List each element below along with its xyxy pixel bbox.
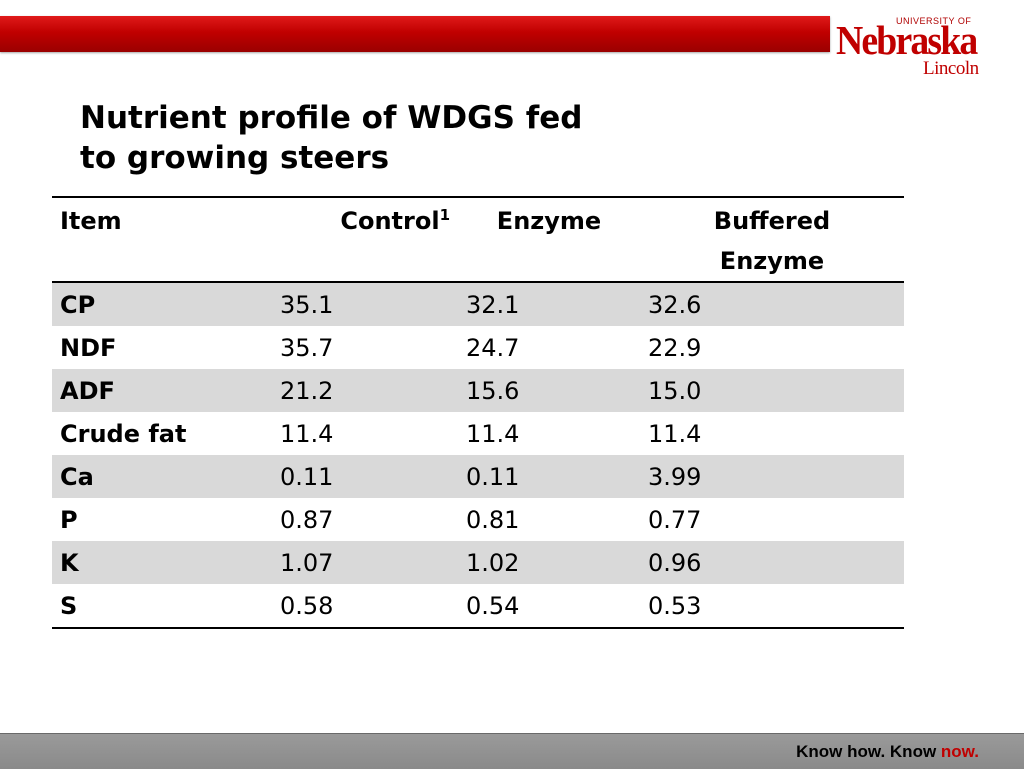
item-cell: ADF: [52, 369, 272, 412]
buffered-enzyme-value-cell: 11.4: [648, 419, 702, 448]
buffered-enzyme-value-cell: 32.6: [640, 282, 904, 326]
header-buffered-line-1: Buffered: [713, 207, 831, 235]
header-control-footnote: 1: [439, 206, 450, 224]
enzyme-value-cell: 0.81: [466, 505, 520, 534]
table-row: S 0.58 0.54 0.53: [52, 584, 904, 628]
control-value-cell: 0.11: [272, 455, 458, 498]
table-row: P 0.87 0.81 0.77: [52, 498, 904, 541]
title-line-2: to growing steers: [80, 140, 390, 176]
item-cell: K: [52, 541, 272, 584]
enzyme-value-cell: 0.54: [466, 591, 520, 620]
table-row: CP 35.1 32.1 32.6: [52, 282, 904, 326]
enzyme-value-cell: 32.1: [458, 282, 640, 326]
control-value-cell: 35.1: [272, 282, 458, 326]
header-control: Control1: [272, 197, 458, 282]
buffered-enzyme-value-cell: 3.99: [640, 455, 904, 498]
slide-title: Nutrient profile of WDGS fed to growing …: [80, 98, 680, 178]
logo-campus-text: Lincoln: [923, 58, 979, 79]
item-cell: P: [60, 505, 78, 534]
nutrient-table: Item Control1 Enzyme Buffered Enzyme CP 35…: [52, 196, 904, 629]
header-buffered-line-2: Enzyme: [719, 247, 825, 275]
enzyme-value-cell: 0.11: [458, 455, 640, 498]
control-value-cell: 35.7: [280, 333, 334, 362]
table-row: Ca 0.11 0.11 3.99: [52, 455, 904, 498]
table-row: Crude fat 11.4 11.4 11.4: [52, 412, 904, 455]
title-line-1: Nutrient profile of WDGS fed: [80, 100, 583, 136]
table-row: NDF 35.7 24.7 22.9: [52, 326, 904, 369]
control-value-cell: 0.58: [280, 591, 334, 620]
university-logo: UNIVERSITY OF Nebraska Lincoln: [836, 14, 986, 80]
header-buffered-enzyme: Buffered Enzyme: [640, 197, 904, 282]
tagline-main: Know how. Know: [796, 742, 941, 761]
buffered-enzyme-value-cell: 0.53: [648, 591, 702, 620]
logo-university-text: UNIVERSITY OF: [896, 16, 972, 26]
tagline-accent: now.: [940, 742, 979, 761]
header-item: Item: [60, 207, 122, 235]
header-control-label: Control: [340, 207, 440, 235]
item-cell: Crude fat: [60, 419, 187, 448]
item-cell: Ca: [52, 455, 272, 498]
buffered-enzyme-value-cell: 15.0: [640, 369, 904, 412]
item-cell: S: [60, 591, 78, 620]
table-row: K 1.07 1.02 0.96: [52, 541, 904, 584]
footer-bar: Know how. Know now.: [0, 733, 1024, 769]
control-value-cell: 0.87: [280, 505, 334, 534]
item-cell: CP: [52, 282, 272, 326]
top-banner-bar: [0, 16, 830, 52]
control-value-cell: 21.2: [272, 369, 458, 412]
item-cell: NDF: [60, 333, 117, 362]
logo-name-text: Nebraska: [836, 17, 978, 63]
enzyme-value-cell: 11.4: [466, 419, 520, 448]
enzyme-value-cell: 1.02: [458, 541, 640, 584]
buffered-enzyme-value-cell: 0.96: [640, 541, 904, 584]
header-enzyme: Enzyme: [496, 207, 602, 235]
table-header-row: Item Control1 Enzyme Buffered Enzyme: [52, 197, 904, 282]
buffered-enzyme-value-cell: 22.9: [648, 333, 702, 362]
buffered-enzyme-value-cell: 0.77: [648, 505, 702, 534]
table-body: CP 35.1 32.1 32.6 NDF 35.7 24.7 22.9 ADF 21.2 15.6…: [52, 282, 904, 628]
footer-tagline: Know how. Know now.: [796, 742, 979, 762]
control-value-cell: 1.07: [272, 541, 458, 584]
control-value-cell: 11.4: [280, 419, 334, 448]
enzyme-value-cell: 15.6: [458, 369, 640, 412]
table-row: ADF 21.2 15.6 15.0: [52, 369, 904, 412]
enzyme-value-cell: 24.7: [466, 333, 520, 362]
